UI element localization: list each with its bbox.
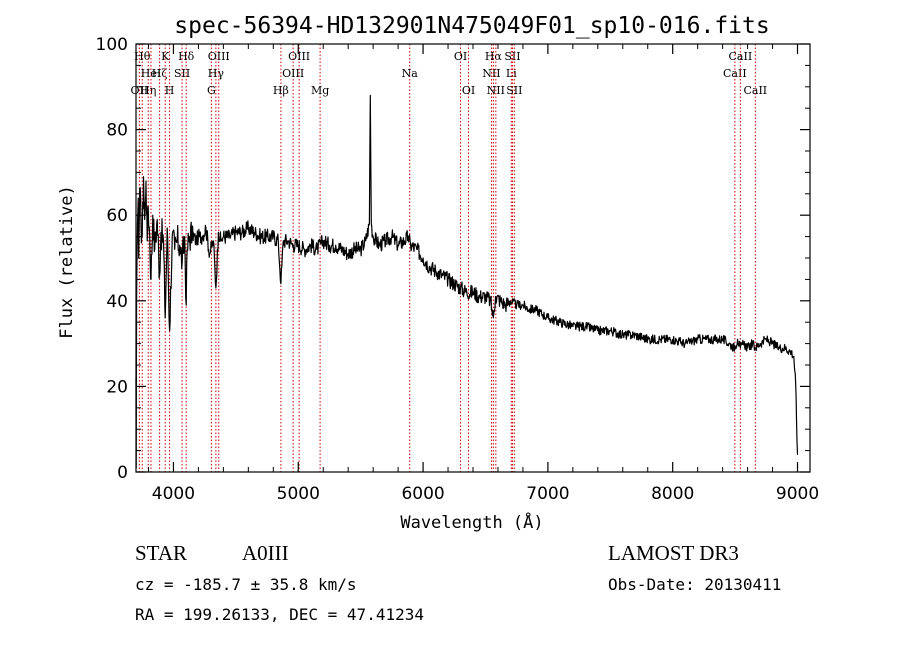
spectrum-plot [135, 94, 799, 469]
spectral-line-label-11: OIII [208, 50, 230, 63]
x-tick-label-8000: 8000 [651, 484, 694, 504]
spectral-line-label-10: Hγ [208, 67, 225, 80]
x-tick-label-9000: 9000 [776, 484, 819, 504]
spectral-line-label-3: HeI [141, 67, 161, 80]
y-tick-label-0: 0 [117, 463, 128, 483]
spectral-line-label-0: OII [131, 84, 149, 97]
spectral-line-label-8: Hδ [178, 50, 195, 63]
chart-title: spec-56394-HD132901N475049F01_sp10-016.f… [174, 13, 769, 39]
spectral-line-label-9: G [207, 84, 216, 97]
spectral-line-label-24: SII [506, 84, 522, 97]
spectral-line-label-26: CaII [729, 50, 753, 63]
spectral-line-label-7: SII [174, 67, 190, 80]
x-axis-label: Wavelength (Å) [400, 511, 543, 533]
spectral-line-label-22: Li [506, 67, 517, 80]
spectral-line-label-25: CaII [723, 67, 747, 80]
spectral-line-label-2: Hη [140, 84, 156, 97]
spectral-line-label-14: OIII [288, 50, 310, 63]
spectrum-series [135, 94, 799, 469]
spectral-line-label-23: SII [504, 50, 520, 63]
object-class: STAR [135, 541, 187, 565]
x-tick-label-6000: 6000 [401, 484, 444, 504]
spectral-line-label-13: OIII [282, 67, 304, 80]
y-tick-label-80: 80 [106, 121, 128, 141]
spectral-line-label-18: OI [462, 84, 475, 97]
redshift-readout: cz = -185.7 ± 35.8 km/s [135, 575, 357, 594]
y-tick-label-40: 40 [106, 292, 128, 312]
spectral-line-label-16: Na [402, 67, 419, 80]
x-tick-label-4000: 4000 [152, 484, 195, 504]
spectral-line-label-19: NII [482, 67, 500, 80]
obs-date: Obs-Date: 20130411 [608, 575, 782, 594]
object-subclass: A0III [242, 541, 289, 565]
spectral-line-label-12: Hβ [273, 84, 289, 97]
x-tick-label-5000: 5000 [277, 484, 320, 504]
spectral-line-label-6: H [165, 84, 175, 97]
spectral-line-label-1: Hθ [134, 50, 151, 63]
plot-frame [135, 43, 811, 473]
y-axis-label: Flux (relative) [57, 185, 77, 339]
spectral-line-label-4: Hζ [152, 67, 168, 80]
y-tick-label-60: 60 [106, 206, 128, 226]
spectral-line-label-17: OI [454, 50, 467, 63]
spectral-line-label-5: K [161, 50, 170, 63]
x-tick-label-7000: 7000 [526, 484, 569, 504]
y-tick-label-100: 100 [96, 35, 128, 55]
axes: 4000 5000 6000 7000 8000 9000 0 20 40 60 80 100 [96, 35, 820, 504]
spectral-line-label-27: CaII [743, 84, 767, 97]
spectral-line-label-20: Hα [485, 50, 503, 63]
spectral-line-label-21: NII [487, 84, 505, 97]
spectral-line-label-15: Mg [311, 84, 329, 97]
survey-name: LAMOST DR3 [608, 541, 739, 565]
y-tick-label-20: 20 [106, 377, 128, 397]
coordinates: RA = 199.26133, DEC = 47.41234 [135, 605, 424, 624]
